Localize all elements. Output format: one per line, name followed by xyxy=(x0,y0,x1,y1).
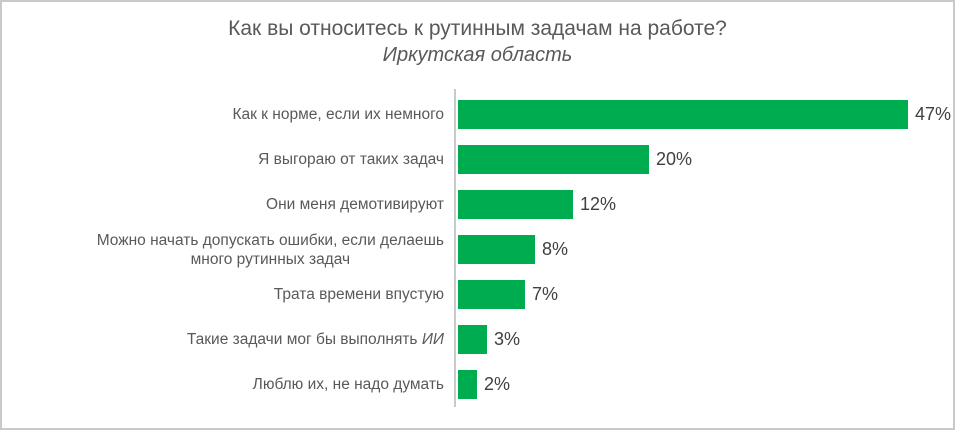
category-label: Такие задачи мог бы выполнять ИИ xyxy=(186,331,444,348)
category-label: Они меня демотивируют xyxy=(266,196,444,213)
bar-row: 3% xyxy=(458,317,953,362)
category-row: Трата времени впустую xyxy=(2,272,454,317)
category-row: Люблю их, не надо думать xyxy=(2,362,454,407)
category-row: Такие задачи мог бы выполнять ИИ xyxy=(2,317,454,362)
category-label: Я выгораю от таких задач xyxy=(258,151,444,168)
bar xyxy=(458,370,477,399)
bar xyxy=(458,235,535,264)
value-label: 8% xyxy=(542,239,569,259)
chart-title: Как вы относитесь к рутинным задачам на … xyxy=(228,17,727,40)
value-label: 47% xyxy=(915,104,952,124)
bar-row: 12% xyxy=(458,182,953,227)
bar xyxy=(458,280,525,309)
chart-subtitle: Иркутская область xyxy=(382,44,573,66)
category-label: Люблю их, не надо думать xyxy=(252,376,444,393)
bar-row: 2% xyxy=(458,362,953,407)
category-row: Они меня демотивируют xyxy=(2,182,454,227)
bar-row: 7% xyxy=(458,272,953,317)
category-row: Как к норме, если их немного xyxy=(2,92,454,137)
bar xyxy=(458,325,487,354)
category-axis-labels: Как к норме, если их немного Я выгораю от… xyxy=(2,92,454,407)
value-label: 20% xyxy=(656,149,693,169)
value-label: 7% xyxy=(532,284,559,304)
bar-row: 8% xyxy=(458,227,953,272)
category-label: Трата времени впустую xyxy=(273,286,444,303)
bar xyxy=(458,145,649,174)
y-axis-line xyxy=(454,89,456,407)
plot-area: 47% 20% 12% 8% 7% 3% 2% xyxy=(454,92,953,407)
category-row: Можно начать допускать ошибки, если дела… xyxy=(2,227,454,272)
bar-chart: Как к норме, если их немного Я выгораю от… xyxy=(2,89,953,407)
value-label: 2% xyxy=(484,374,511,394)
bar-row: 47% xyxy=(458,92,953,137)
value-label: 3% xyxy=(494,329,521,349)
bar-row: 20% xyxy=(458,137,953,182)
bar xyxy=(458,190,573,219)
category-label: Можно начать допускать ошибки, если дела… xyxy=(96,231,444,268)
category-row: Я выгораю от таких задач xyxy=(2,137,454,182)
category-label: Как к норме, если их немного xyxy=(232,106,444,123)
bar xyxy=(458,100,908,129)
value-label: 12% xyxy=(580,194,617,214)
